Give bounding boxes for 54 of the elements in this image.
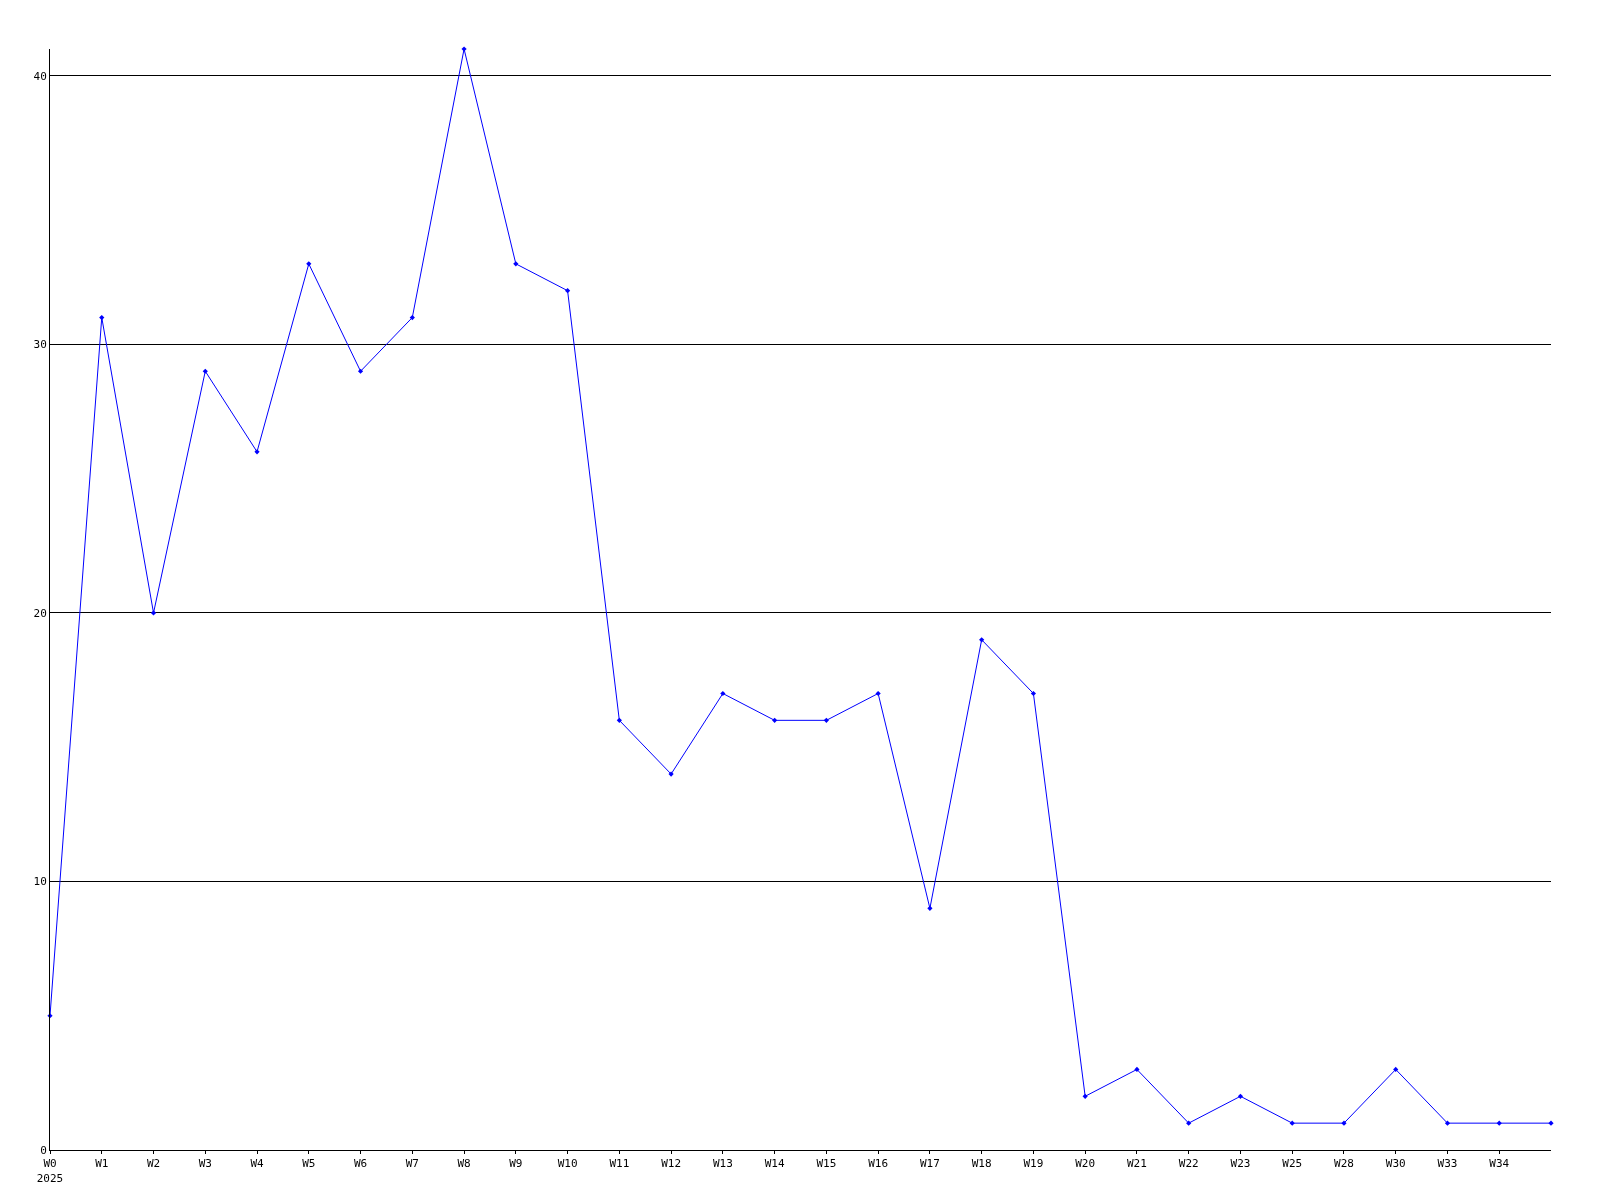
- x-tick-label: W30: [1385, 1157, 1406, 1171]
- x-tick-label: W0 2025: [36, 1157, 64, 1185]
- point: [564, 288, 571, 294]
- x-tick-label: W19: [1023, 1157, 1044, 1171]
- x-tick-label: W2: [146, 1157, 161, 1171]
- x-tick-label: W33: [1437, 1157, 1458, 1171]
- y-tick-label: 30: [33, 338, 47, 352]
- x-tick-label: W7: [405, 1157, 419, 1171]
- x-tick-label: W3: [198, 1157, 212, 1171]
- y-tick-label: 10: [33, 875, 47, 889]
- x-tick-label: W11: [609, 1157, 630, 1171]
- x-tick-label: W13: [712, 1157, 733, 1171]
- x-tick-label: W25: [1282, 1157, 1303, 1171]
- point: [1134, 1066, 1140, 1073]
- x-tick-label: W6: [353, 1157, 368, 1171]
- x-tick-label: W15: [816, 1157, 837, 1171]
- x-tick-label: W28: [1334, 1157, 1354, 1171]
- x-tick-label: W20: [1075, 1157, 1096, 1171]
- x-tick-label: W8: [457, 1157, 471, 1171]
- x-tick-label: W16: [868, 1157, 889, 1171]
- x-tick-label: W23: [1230, 1157, 1251, 1171]
- point: [409, 314, 415, 321]
- x-tick-label: W1: [95, 1157, 109, 1171]
- point: [202, 368, 208, 374]
- point: [772, 717, 778, 723]
- x-tick-label: W9: [509, 1157, 523, 1171]
- x-tick-label: W21: [1126, 1157, 1147, 1171]
- x-tick-label: W4: [250, 1157, 265, 1171]
- point: [823, 717, 829, 723]
- point: [1030, 690, 1037, 697]
- x-tick-label: W10: [557, 1157, 578, 1171]
- point: [1393, 1066, 1399, 1073]
- x-tick-label: W22: [1178, 1157, 1199, 1171]
- point: [720, 690, 726, 697]
- point: [1082, 1093, 1088, 1099]
- point: [875, 690, 881, 697]
- y-tick-label: 0: [40, 1143, 47, 1157]
- x-tick-label: W18: [971, 1157, 992, 1171]
- point: [927, 905, 933, 911]
- point: [150, 610, 157, 616]
- x-tick-label: W12: [661, 1157, 682, 1171]
- point: [357, 368, 364, 374]
- point: [99, 314, 105, 321]
- point: [616, 717, 622, 723]
- x-tick-label: W17: [919, 1157, 940, 1171]
- y-tick-label: 40: [33, 69, 47, 83]
- point: [1444, 1120, 1451, 1126]
- x-tick-label: W34: [1489, 1157, 1510, 1171]
- point: [1237, 1093, 1244, 1099]
- x-tick-label: W14: [764, 1157, 785, 1171]
- y-tick-label: 20: [33, 606, 47, 620]
- point: [1186, 1120, 1192, 1126]
- point: [979, 637, 985, 643]
- x-tick-label: W5: [302, 1157, 316, 1171]
